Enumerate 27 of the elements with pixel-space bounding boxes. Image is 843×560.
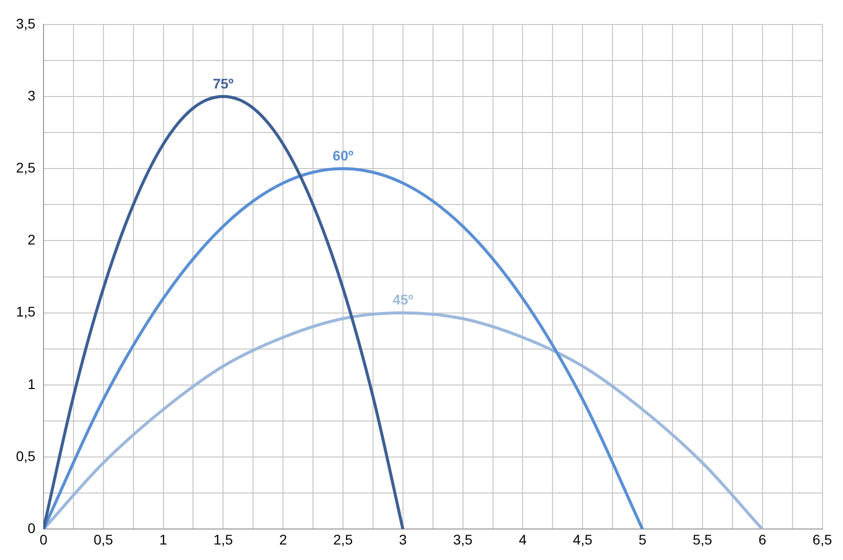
y-tick-label: 1 — [28, 376, 36, 392]
x-tick-label: 4 — [518, 531, 527, 548]
line-series — [43, 167, 644, 530]
series-label: 60º — [332, 147, 354, 164]
x-tick-label: 0,5 — [94, 531, 114, 548]
y-tick-label: 3 — [28, 87, 36, 104]
x-tick-label: 1,5 — [213, 531, 234, 548]
y-tick-label: 3,5 — [16, 15, 36, 32]
series-label: 75º — [212, 75, 234, 92]
x-tick-label: 0 — [40, 531, 48, 548]
x-tick-label: 2 — [279, 531, 288, 548]
x-tick-label: 4,5 — [572, 531, 593, 548]
x-tick-label: 1 — [159, 531, 168, 548]
line-series — [43, 311, 764, 530]
y-tick-label: 1,5 — [16, 304, 36, 320]
series-label: 45º — [392, 292, 414, 308]
y-tick-label: 0,5 — [16, 448, 36, 464]
y-tick-label: 2 — [28, 232, 36, 248]
x-tick-label: 6,5 — [812, 531, 832, 548]
x-tick-label: 3,5 — [453, 531, 473, 548]
x-tick-label: 3 — [399, 531, 408, 548]
x-tick-label: 2,5 — [333, 531, 353, 548]
x-tick-label: 5 — [638, 531, 647, 548]
y-tick-label: 2,5 — [16, 159, 36, 176]
y-tick-label: 0 — [28, 520, 36, 536]
x-tick-label: 6 — [758, 531, 766, 548]
x-tick-label: 5,5 — [692, 531, 712, 548]
